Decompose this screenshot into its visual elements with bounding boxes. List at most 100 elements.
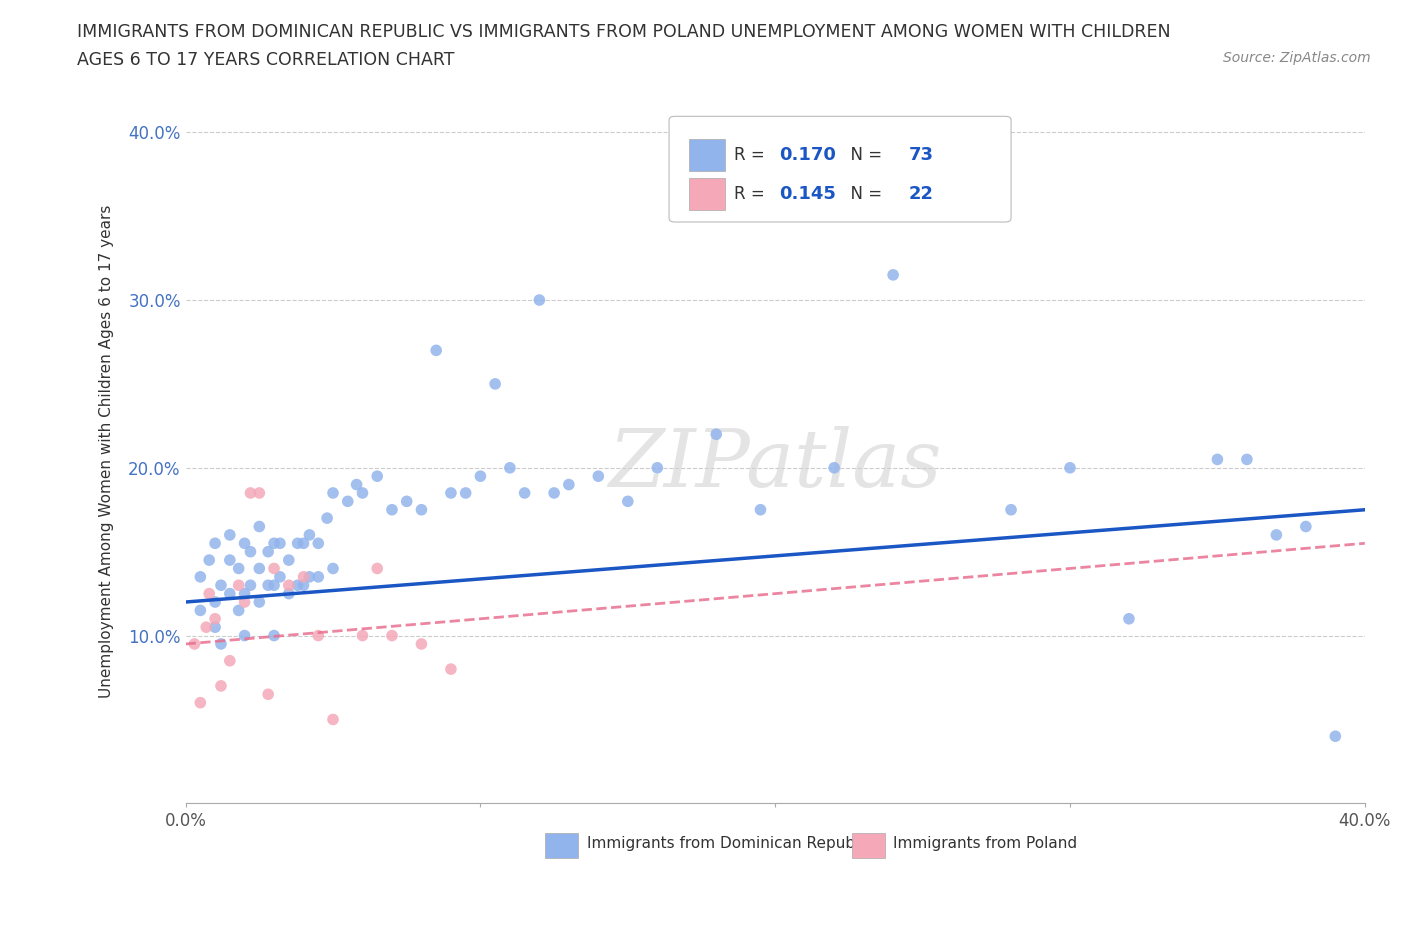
Point	[228, 578, 250, 592]
Point	[1236, 452, 1258, 467]
Point	[239, 578, 262, 592]
Point	[381, 502, 404, 517]
Point	[529, 293, 551, 308]
Point	[233, 628, 256, 643]
FancyBboxPatch shape	[669, 116, 1011, 222]
Point	[287, 536, 309, 551]
Point	[277, 552, 299, 567]
Point	[307, 569, 329, 584]
Point	[298, 527, 321, 542]
Point	[233, 536, 256, 551]
Point	[1118, 611, 1140, 626]
Point	[588, 469, 610, 484]
Text: R =: R =	[734, 185, 770, 203]
Point	[292, 578, 315, 592]
Point	[704, 427, 727, 442]
Point	[204, 619, 226, 634]
Point	[882, 268, 904, 283]
Point	[183, 636, 205, 651]
Text: Immigrants from Dominican Republic: Immigrants from Dominican Republic	[586, 836, 872, 851]
Point	[1059, 460, 1081, 475]
Point	[257, 687, 280, 702]
Point	[247, 485, 270, 500]
Point	[218, 527, 240, 542]
Point	[558, 477, 581, 492]
Point	[218, 586, 240, 601]
Point	[188, 696, 211, 711]
Point	[645, 460, 668, 475]
Point	[204, 536, 226, 551]
Point	[204, 611, 226, 626]
Point	[188, 569, 211, 584]
Point	[233, 594, 256, 609]
Point	[257, 578, 280, 592]
Point	[346, 477, 368, 492]
Point	[823, 460, 845, 475]
Point	[218, 552, 240, 567]
Point	[1206, 452, 1229, 467]
Point	[1265, 527, 1288, 542]
FancyBboxPatch shape	[689, 178, 724, 209]
Point	[198, 552, 221, 567]
Point	[440, 485, 463, 500]
Point	[322, 485, 344, 500]
Point	[247, 561, 270, 576]
Point	[218, 653, 240, 668]
Point	[209, 679, 232, 694]
Point	[198, 586, 221, 601]
Point	[440, 661, 463, 676]
Text: Immigrants from Poland: Immigrants from Poland	[893, 836, 1077, 851]
Point	[292, 536, 315, 551]
Point	[307, 628, 329, 643]
Point	[499, 460, 522, 475]
Y-axis label: Unemployment Among Women with Children Ages 6 to 17 years: Unemployment Among Women with Children A…	[100, 205, 114, 698]
Point	[470, 469, 492, 484]
Point	[411, 502, 433, 517]
Point	[247, 594, 270, 609]
Point	[247, 519, 270, 534]
Point	[366, 469, 388, 484]
Point	[322, 712, 344, 727]
Text: N =: N =	[839, 185, 887, 203]
FancyBboxPatch shape	[852, 833, 884, 858]
Point	[749, 502, 772, 517]
Text: IMMIGRANTS FROM DOMINICAN REPUBLIC VS IMMIGRANTS FROM POLAND UNEMPLOYMENT AMONG : IMMIGRANTS FROM DOMINICAN REPUBLIC VS IM…	[77, 23, 1171, 41]
Text: 0.170: 0.170	[779, 146, 835, 164]
Point	[188, 603, 211, 618]
Point	[395, 494, 418, 509]
Point	[484, 377, 506, 392]
Point	[1295, 519, 1317, 534]
Text: N =: N =	[839, 146, 887, 164]
Point	[298, 569, 321, 584]
Point	[617, 494, 640, 509]
Point	[277, 586, 299, 601]
Point	[287, 578, 309, 592]
Point	[269, 569, 291, 584]
Text: 0.145: 0.145	[779, 185, 835, 203]
Text: AGES 6 TO 17 YEARS CORRELATION CHART: AGES 6 TO 17 YEARS CORRELATION CHART	[77, 51, 454, 69]
Point	[228, 561, 250, 576]
Point	[263, 561, 285, 576]
Point	[263, 536, 285, 551]
Point	[307, 536, 329, 551]
Point	[1000, 502, 1022, 517]
Point	[513, 485, 536, 500]
Point	[263, 628, 285, 643]
Point	[336, 494, 359, 509]
Text: ZIPatlas: ZIPatlas	[609, 426, 942, 504]
Point	[239, 544, 262, 559]
Point	[292, 569, 315, 584]
Text: 22: 22	[908, 185, 934, 203]
Point	[322, 561, 344, 576]
Point	[204, 594, 226, 609]
FancyBboxPatch shape	[546, 833, 578, 858]
Point	[257, 544, 280, 559]
Point	[352, 485, 374, 500]
Point	[425, 343, 447, 358]
Point	[352, 628, 374, 643]
Point	[233, 586, 256, 601]
Point	[195, 619, 218, 634]
Point	[1324, 729, 1347, 744]
Text: R =: R =	[734, 146, 770, 164]
Text: Source: ZipAtlas.com: Source: ZipAtlas.com	[1223, 51, 1371, 65]
